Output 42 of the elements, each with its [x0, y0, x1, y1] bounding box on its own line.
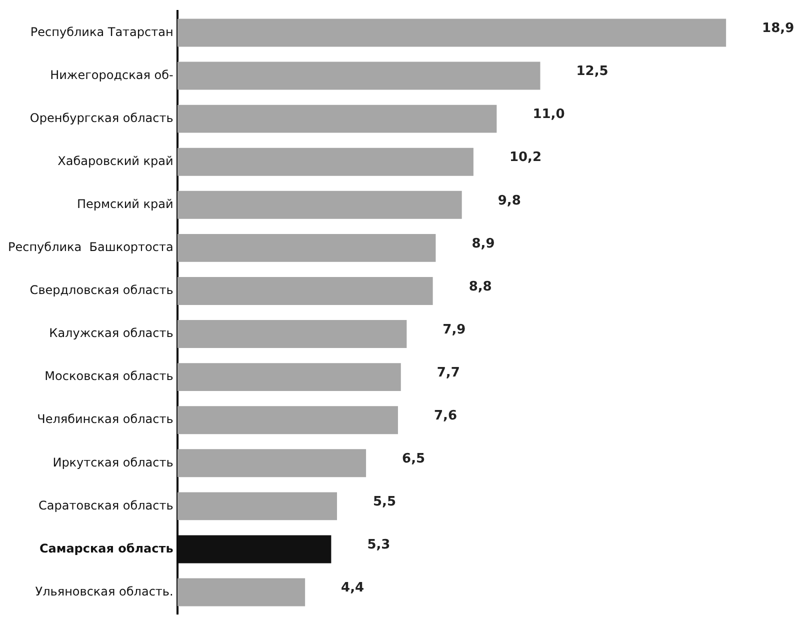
bar [177, 276, 433, 305]
bar [177, 190, 462, 219]
data-label: 8,8 [468, 279, 492, 294]
data-label: 4,4 [341, 580, 364, 596]
y-tick-label: Хабаровский край [58, 154, 174, 168]
bar [177, 104, 497, 133]
data-label: 7,9 [442, 322, 466, 338]
y-tick-label: Челябинская область [37, 412, 174, 426]
bar [177, 406, 398, 434]
data-label: 10,2 [509, 150, 542, 166]
y-tick-label: Республика Татарстан [30, 24, 174, 39]
y-tick-label: Нижегородская об- [50, 68, 174, 82]
y-tick-label: Пермский край [76, 197, 174, 212]
data-label: 12,5 [576, 64, 608, 80]
data-label: 6,5 [402, 452, 426, 467]
bar [177, 449, 366, 478]
bar [177, 578, 306, 606]
data-label: 8,9 [472, 236, 495, 252]
y-tick-label: Московская область [44, 369, 174, 384]
y-tick-label: Ульяновская область. [35, 584, 174, 598]
y-tick-label: Республика Башкортоста [8, 240, 174, 254]
data-label: 5,5 [373, 494, 396, 510]
bar [177, 18, 726, 47]
y-tick-label: Самарская область [40, 541, 174, 556]
y-tick-label: Свердловская область [30, 283, 174, 298]
data-label: 9,8 [498, 193, 521, 208]
bar [177, 234, 436, 262]
bar [177, 62, 540, 90]
bar [177, 535, 332, 564]
data-label: 5,3 [367, 538, 390, 553]
data-label: 18,9 [762, 21, 794, 36]
data-label: 7,6 [434, 408, 458, 424]
data-label: 7,7 [436, 365, 460, 380]
y-tick-label: Саратовская область [38, 498, 174, 512]
bar [177, 363, 401, 392]
y-tick-label: Иркутская область [52, 455, 174, 470]
y-tick-label: Оренбургская область [30, 110, 174, 125]
data-label: 11,0 [532, 107, 565, 122]
bar [177, 320, 407, 348]
bar [177, 148, 474, 176]
y-tick-label: Калужская область [49, 326, 174, 340]
bar [177, 492, 337, 520]
